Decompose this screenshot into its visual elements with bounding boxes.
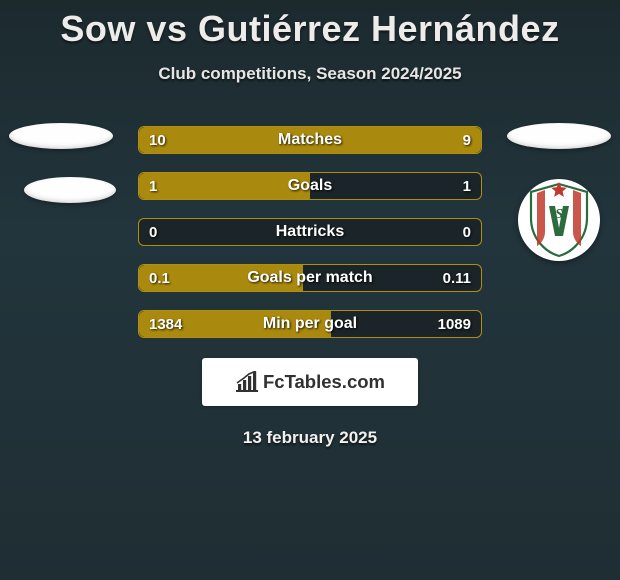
stat-label: Hattricks bbox=[139, 219, 481, 245]
stat-value-right: 1089 bbox=[428, 311, 481, 337]
stat-value-left: 0 bbox=[139, 219, 167, 245]
svg-text:S: S bbox=[555, 207, 563, 222]
stat-value-left: 0.1 bbox=[139, 265, 180, 291]
brand-badge[interactable]: FcTables.com bbox=[202, 358, 418, 406]
stat-value-left: 1384 bbox=[139, 311, 192, 337]
page-title: Sow vs Gutiérrez Hernández bbox=[0, 0, 620, 50]
team-right-crest: S bbox=[518, 179, 600, 261]
player-left-photo-placeholder bbox=[9, 123, 113, 149]
shield-icon: S bbox=[527, 182, 591, 258]
date-label: 13 february 2025 bbox=[0, 428, 620, 448]
stat-row: 13841089Min per goal bbox=[138, 310, 482, 338]
subtitle: Club competitions, Season 2024/2025 bbox=[0, 64, 620, 84]
brand-label: FcTables.com bbox=[263, 371, 385, 393]
stat-row: 109Matches bbox=[138, 126, 482, 154]
stat-row: 11Goals bbox=[138, 172, 482, 200]
stat-value-left: 1 bbox=[139, 173, 167, 199]
stat-value-right: 1 bbox=[453, 173, 481, 199]
bar-chart-icon bbox=[235, 371, 259, 393]
team-left-logo-placeholder bbox=[24, 177, 116, 203]
stat-value-right: 0.11 bbox=[433, 265, 481, 291]
stat-value-left: 10 bbox=[139, 127, 176, 153]
stat-value-right: 9 bbox=[453, 127, 481, 153]
stat-row: 0.10.11Goals per match bbox=[138, 264, 482, 292]
stat-value-right: 0 bbox=[453, 219, 481, 245]
stat-row: 0 0Hattricks bbox=[138, 218, 482, 246]
player-right-photo-placeholder bbox=[507, 123, 611, 149]
